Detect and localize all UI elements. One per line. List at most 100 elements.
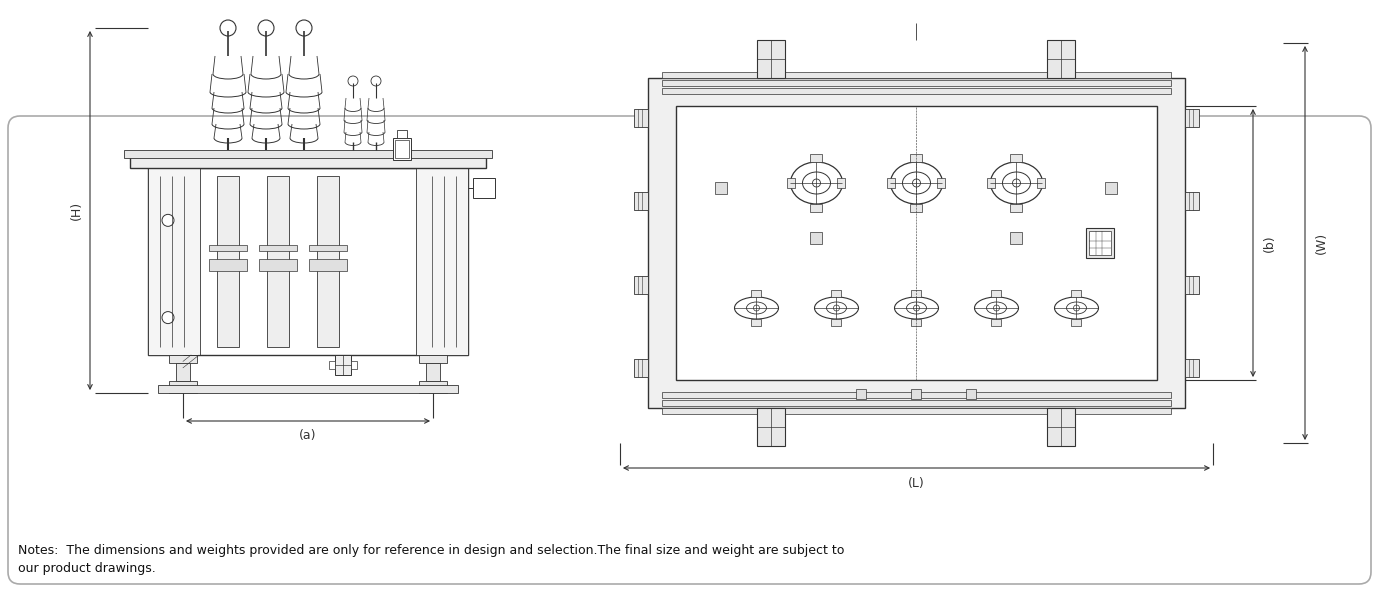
Bar — [1048, 40, 1076, 78]
Ellipse shape — [1066, 302, 1087, 314]
Bar — [418, 381, 447, 393]
Ellipse shape — [990, 162, 1043, 204]
Bar — [758, 408, 786, 446]
Ellipse shape — [790, 162, 842, 204]
Ellipse shape — [747, 302, 766, 314]
Bar — [910, 204, 923, 212]
Text: (b): (b) — [1262, 234, 1276, 252]
Text: (a): (a) — [300, 428, 316, 441]
Bar — [175, 363, 191, 381]
Bar — [309, 245, 347, 251]
Circle shape — [754, 305, 760, 311]
Bar — [648, 78, 1185, 408]
Bar — [661, 88, 1171, 94]
Bar — [168, 355, 197, 363]
Bar — [418, 355, 447, 363]
Bar — [1011, 232, 1022, 244]
Text: (W): (W) — [1315, 232, 1327, 254]
Circle shape — [296, 20, 312, 36]
Bar — [148, 168, 468, 355]
Bar — [911, 389, 921, 399]
Ellipse shape — [903, 172, 931, 194]
Bar — [992, 290, 1001, 297]
Bar — [351, 361, 358, 369]
Ellipse shape — [975, 297, 1019, 319]
Circle shape — [993, 305, 1000, 311]
Ellipse shape — [826, 302, 847, 314]
Bar — [1185, 192, 1199, 210]
Bar — [209, 259, 247, 271]
Bar — [1011, 204, 1022, 212]
Bar — [911, 319, 921, 326]
Bar — [751, 319, 761, 326]
Bar — [715, 182, 728, 194]
Bar — [661, 408, 1171, 414]
Circle shape — [913, 305, 920, 311]
Bar — [634, 359, 648, 377]
Bar — [938, 178, 946, 188]
Bar — [967, 389, 976, 399]
Bar — [811, 154, 823, 162]
Bar — [416, 168, 468, 355]
Bar — [910, 154, 923, 162]
Bar — [425, 363, 441, 381]
Bar — [1072, 319, 1081, 326]
Bar — [130, 154, 486, 168]
Ellipse shape — [802, 172, 830, 194]
Circle shape — [348, 76, 358, 86]
Ellipse shape — [735, 297, 779, 319]
Bar — [336, 355, 351, 375]
Circle shape — [162, 214, 174, 226]
Bar — [856, 389, 866, 399]
Ellipse shape — [1003, 172, 1030, 194]
Bar — [661, 400, 1171, 406]
Circle shape — [812, 179, 820, 187]
Bar — [394, 138, 412, 160]
Bar — [787, 178, 795, 188]
Bar — [1087, 228, 1114, 258]
Bar — [260, 245, 297, 251]
Bar — [751, 290, 761, 297]
Bar — [831, 319, 841, 326]
Bar — [168, 381, 197, 393]
Text: (H): (H) — [69, 201, 83, 220]
Bar — [661, 72, 1171, 78]
Circle shape — [220, 20, 236, 36]
Bar — [992, 319, 1001, 326]
Circle shape — [371, 76, 381, 86]
Ellipse shape — [906, 302, 927, 314]
Bar — [1072, 290, 1081, 297]
Circle shape — [834, 305, 840, 311]
Circle shape — [162, 312, 174, 324]
Circle shape — [258, 20, 273, 36]
Bar — [811, 204, 823, 212]
Bar — [634, 192, 648, 210]
Bar — [395, 140, 409, 158]
Bar — [124, 150, 492, 158]
Ellipse shape — [895, 297, 939, 319]
Bar — [329, 361, 336, 369]
Ellipse shape — [891, 162, 942, 204]
Bar — [634, 276, 648, 293]
Bar — [987, 178, 996, 188]
Bar — [217, 176, 239, 347]
Bar — [634, 109, 648, 127]
Text: Notes:  The dimensions and weights provided are only for reference in design and: Notes: The dimensions and weights provid… — [18, 544, 844, 575]
Bar — [396, 130, 407, 138]
Ellipse shape — [986, 302, 1007, 314]
Text: (L): (L) — [909, 478, 925, 491]
Circle shape — [1012, 179, 1021, 187]
Bar — [209, 245, 247, 251]
Bar — [911, 290, 921, 297]
FancyBboxPatch shape — [8, 116, 1371, 584]
Bar — [677, 106, 1157, 380]
Bar — [267, 176, 289, 347]
Bar — [1185, 109, 1199, 127]
Bar — [474, 178, 494, 198]
Bar — [1106, 182, 1117, 194]
Bar — [661, 392, 1171, 398]
Bar — [1185, 276, 1199, 293]
Bar — [837, 178, 845, 188]
Bar — [157, 385, 458, 393]
Bar — [831, 290, 841, 297]
